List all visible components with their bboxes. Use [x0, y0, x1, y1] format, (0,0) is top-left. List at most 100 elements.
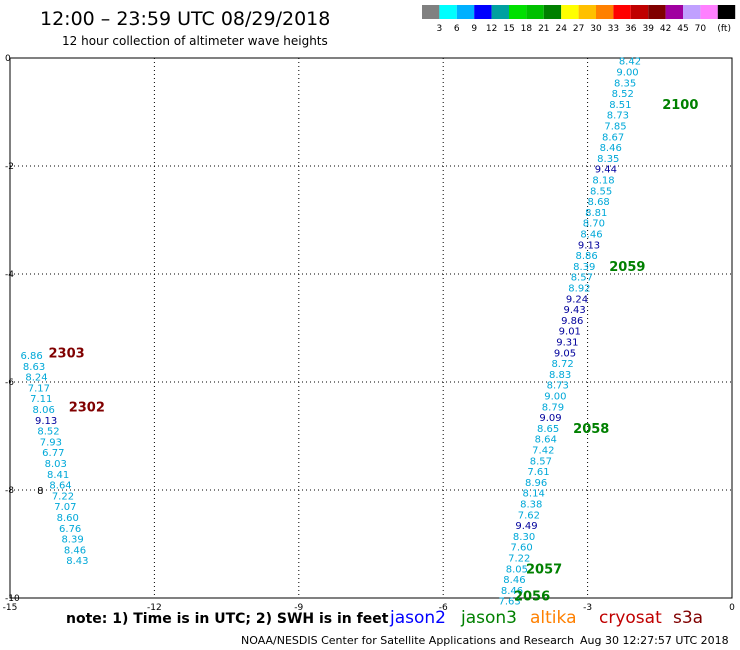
x-tick-label: -15	[3, 603, 18, 613]
swh-value: 9.44	[595, 165, 617, 176]
colorbar-swatch	[543, 5, 562, 19]
swh-value: 8.24	[25, 373, 47, 384]
colorbar-swatch	[665, 5, 683, 19]
swh-value: 8.35	[614, 78, 636, 89]
swh-value: 7.60	[511, 543, 533, 554]
swh-value: 8.46	[501, 586, 523, 597]
colorbar-label: 39	[642, 24, 654, 34]
colorbar-swatch	[456, 5, 475, 19]
swh-value: 8.73	[607, 111, 629, 122]
swh-value: 8.46	[580, 230, 602, 241]
swh-value: 8.14	[523, 489, 545, 500]
chart-title: 12:00 – 23:59 UTC 08/29/2018	[40, 8, 331, 30]
generated-timestamp: Aug 30 12:27:57 UTC 2018	[580, 634, 729, 647]
swh-value: 7.17	[28, 383, 50, 394]
colorbar-label: 42	[660, 24, 671, 34]
swh-value: 8.39	[61, 535, 83, 546]
swh-value: 7.42	[532, 446, 554, 457]
colorbar-swatch	[474, 5, 492, 19]
swh-value: 8.73	[547, 381, 569, 392]
colorbar-label: 6	[454, 24, 460, 34]
swh-value: 9.31	[556, 338, 578, 349]
colorbar-label: 18	[521, 24, 533, 34]
x-tick-label: -12	[147, 603, 162, 613]
colorbar-label: 36	[625, 24, 637, 34]
swh-value: 8.65	[537, 424, 559, 435]
pass-time-label: 2100	[662, 98, 698, 113]
y-tick-label: 0	[5, 54, 11, 64]
swh-value: 8.79	[542, 402, 564, 413]
x-tick-label: 0	[729, 603, 735, 613]
colorbar-swatch	[613, 5, 631, 19]
swh-value: 8.55	[590, 186, 612, 197]
y-tick-label: -10	[5, 594, 20, 604]
swh-value: 8.35	[597, 154, 619, 165]
colorbar-swatch	[491, 5, 509, 19]
swh-value: 9.09	[539, 413, 561, 424]
swh-value: 8.57	[571, 273, 593, 284]
swh-value: 9.24	[566, 294, 588, 305]
colorbar-label: 70	[695, 24, 707, 34]
swh-value: 8.92	[568, 284, 590, 295]
swh-value: 8.60	[57, 513, 79, 524]
pass-time-label: 2058	[573, 422, 609, 437]
colorbar-label: 30	[590, 24, 602, 34]
swh-value: 8.46	[64, 545, 86, 556]
colorbar-label: 21	[538, 24, 549, 34]
swh-value: 8.64	[535, 435, 557, 446]
x-tick-label: -9	[294, 603, 303, 613]
swh-value: 7.61	[527, 467, 549, 478]
swh-value: 9.01	[559, 327, 581, 338]
swh-value: 9.43	[563, 305, 585, 316]
colorbar-swatch	[509, 5, 527, 19]
swh-value: 7.07	[54, 502, 76, 513]
colorbar-swatch	[561, 5, 579, 19]
axis-ticks: -15 -12 -9 -6 -3 0 0 -2 -4 -6 -8 -10	[3, 54, 735, 613]
swh-value: 7.62	[518, 510, 540, 521]
colorbar-label: 45	[677, 24, 688, 34]
pass-time-label: 2303	[49, 346, 85, 361]
colorbar-swatch	[422, 5, 440, 19]
y-tick-label: -6	[5, 378, 14, 388]
swh-value: 8.18	[592, 176, 614, 187]
credit-text: NOAA/NESDIS Center for Satellite Applica…	[241, 634, 575, 647]
swh-value: 8.63	[23, 362, 45, 373]
swh-value: 8.51	[609, 100, 631, 111]
swh-value: 7.22	[508, 554, 530, 565]
swh-value: 6.76	[59, 524, 81, 535]
colorbar-label: 12	[486, 24, 497, 34]
swh-value: 7.93	[40, 437, 62, 448]
swh-value: 8.46	[600, 143, 622, 154]
swh-value: 8.96	[525, 478, 547, 489]
swh-value: 8.03	[45, 459, 67, 470]
swh-value: 8.52	[612, 89, 634, 100]
colorbar-label: 15	[503, 24, 514, 34]
y-tick-label: -4	[5, 270, 14, 280]
swh-value: 8.86	[576, 251, 598, 262]
swh-value: 8.38	[520, 500, 542, 511]
pass-time-label: 2302	[69, 400, 105, 415]
swh-value: 8.52	[37, 427, 59, 438]
y-tick-label: -2	[5, 162, 14, 172]
swh-value: 8.46	[503, 575, 525, 586]
swh-value: 8.06	[33, 405, 55, 416]
swh-value: 9.13	[35, 416, 57, 427]
chart-subtitle: 12 hour collection of altimeter wave hei…	[62, 34, 328, 48]
chart-grid	[9, 57, 733, 599]
satellite-legend-cryosat: cryosat	[599, 608, 662, 628]
colorbar-swatch	[700, 5, 718, 19]
swh-value: 8.43	[66, 556, 88, 567]
color-legend: 3 6 9 12 15 18 21 24 27 30 33 36 39 42 45 70 (ft)	[422, 5, 736, 34]
swh-value: 8.39	[573, 262, 595, 273]
colorbar-label: 3	[437, 24, 443, 34]
swh-value: 8.64	[49, 481, 71, 492]
colorbar-swatch	[648, 5, 666, 19]
swh-value: 8.72	[551, 359, 573, 370]
y-tick-label: -8	[5, 486, 14, 496]
colorbar-label: 9	[471, 24, 477, 34]
swh-value: 8.81	[585, 208, 607, 219]
swh-value: 6.77	[42, 448, 64, 459]
pass-time-label: 2059	[609, 260, 645, 275]
colorbar-swatch	[717, 5, 736, 19]
colorbar-swatch	[526, 5, 544, 19]
